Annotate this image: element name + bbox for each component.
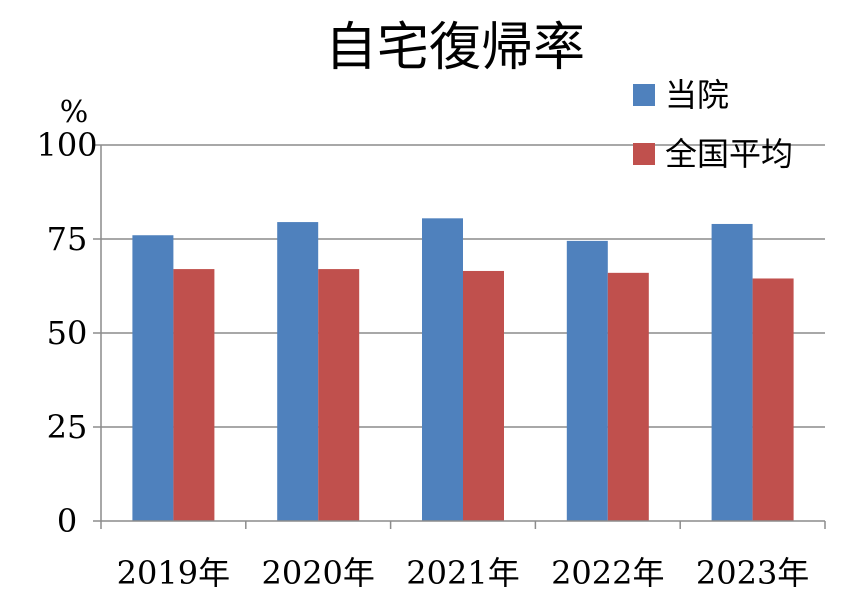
legend-swatch-national-average [633,143,655,165]
y-tick-label: 25 [47,408,88,446]
legend: 当院 全国平均 [633,76,793,173]
y-tick-label: 100 [36,126,97,164]
legend-label-national-average: 全国平均 [665,135,793,173]
x-tick-label: 2021年 [406,554,519,592]
x-tick-label: 2019年 [117,554,230,592]
bar-national-average [173,269,215,521]
bar-touin [277,222,319,521]
y-tick-label: 50 [47,314,88,352]
bar-national-average [463,270,504,521]
y-tick-label: 75 [47,220,88,258]
bars [132,218,794,522]
bar-touin [422,218,463,521]
bar-national-average [607,272,649,521]
x-tick-label: 2022年 [551,554,664,592]
x-tick-label: 2020年 [261,554,374,592]
bar-national-average [318,269,360,521]
y-tick-labels: 0 25 50 75 100 [36,126,97,540]
bar-national-average [752,278,794,521]
bar-touin [132,235,174,522]
x-tick-labels: 2019年 2020年 2021年 2022年 2023年 [100,521,826,592]
y-axis-unit: % [60,95,89,130]
x-tick-label: 2023年 [696,554,809,592]
bar-touin [566,240,608,521]
legend-swatch-touin [633,84,655,106]
chart-title: 自宅復帰率 [325,18,585,78]
legend-label-touin: 当院 [665,76,729,114]
bar-touin [711,223,753,521]
y-tick-label: 0 [57,502,77,540]
